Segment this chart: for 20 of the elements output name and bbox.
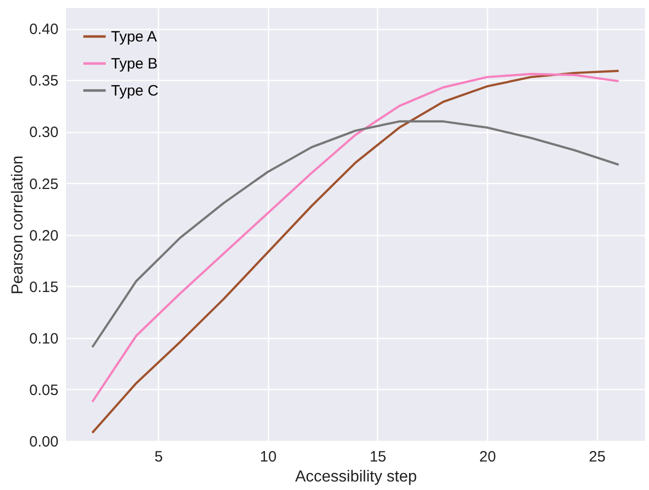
legend-label: Type C (111, 82, 159, 100)
y-tick-label: 0.15 (29, 278, 58, 296)
x-tick-label: 5 (154, 448, 163, 466)
legend-label: Type B (111, 56, 158, 72)
y-tick-label: 0.30 (29, 124, 58, 142)
y-axis-title: Pearson correlation (9, 156, 26, 294)
legend-label: Type A (111, 28, 157, 46)
x-tick-label: 25 (588, 448, 606, 466)
y-tick-label: 0.05 (29, 382, 58, 399)
x-axis-title: Accessibility step (295, 468, 418, 486)
x-tick-label: 15 (370, 448, 386, 466)
y-tick-label: 0.00 (29, 434, 58, 450)
line-series (91, 120, 620, 348)
y-tick-label: 0.35 (29, 72, 58, 90)
y-tick-label: 0.20 (29, 227, 58, 244)
x-tick-label: 20 (479, 448, 496, 466)
y-tick-label: 0.25 (29, 176, 58, 193)
y-tick-label: 0.10 (29, 330, 58, 348)
x-tick-label: 10 (260, 448, 277, 466)
y-tick-label: 0.40 (29, 21, 58, 38)
